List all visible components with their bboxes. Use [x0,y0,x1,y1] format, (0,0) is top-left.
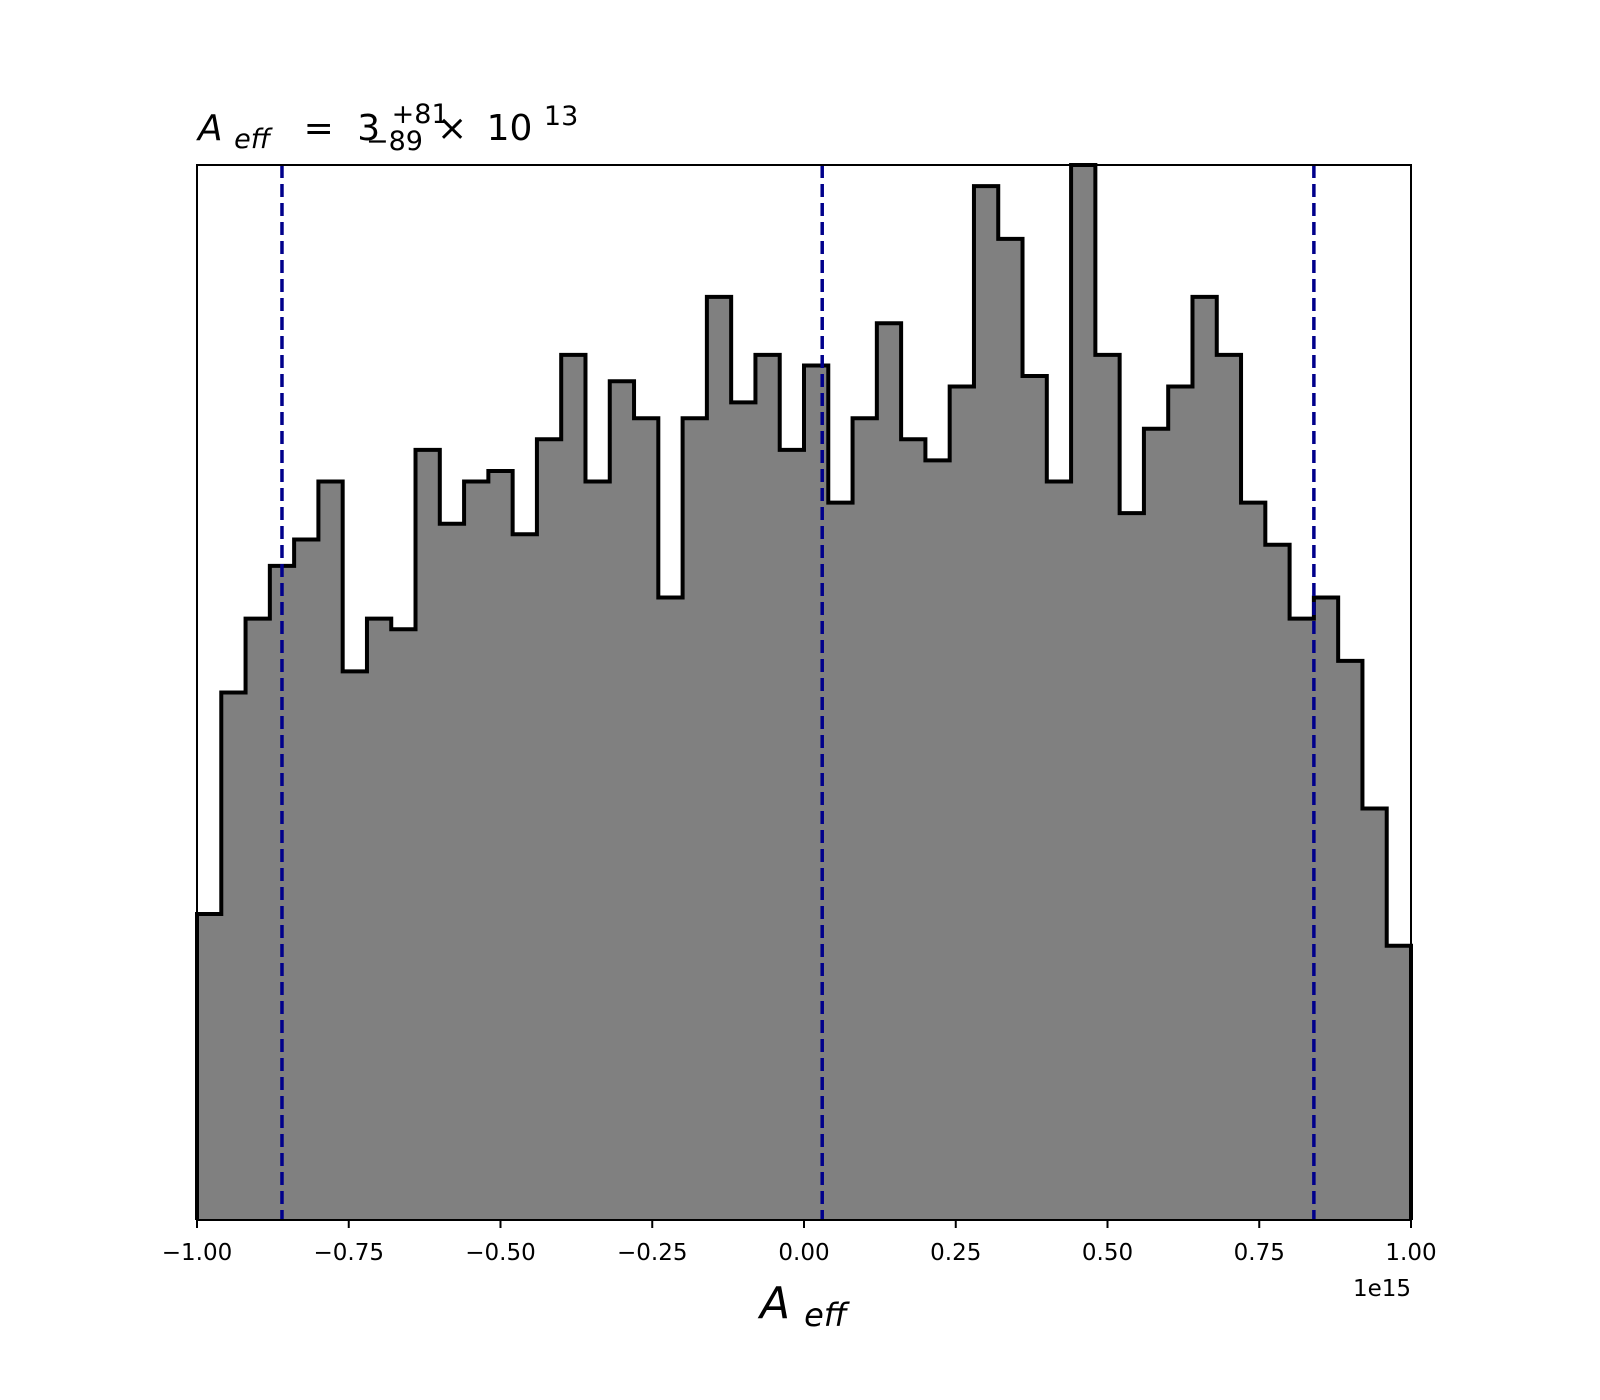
x-tick-label: 0.00 [778,1240,829,1266]
histogram-bar [1386,945,1412,1220]
histogram-bar [488,470,514,1220]
histogram-bar [1119,513,1145,1220]
histogram-bar [609,381,635,1220]
histogram-bar [852,418,878,1220]
histogram-bar [706,296,732,1221]
title-exponent: 13 [544,101,578,132]
histogram-bar [1168,386,1194,1220]
histogram-bar [876,323,902,1220]
histogram-bar [634,418,659,1220]
x-tick-label: −0.50 [465,1240,535,1266]
histogram-bar [998,238,1024,1221]
histogram-bar [828,502,854,1221]
x-tick-label: 1.00 [1385,1240,1436,1266]
histogram-bar [949,386,975,1220]
histogram-bar [1362,808,1388,1220]
x-tick-label: −1.00 [162,1240,232,1266]
histogram-bar [1071,165,1096,1220]
histogram-bar [197,914,222,1220]
histogram-bar [512,534,538,1220]
title-equals: = [304,108,334,149]
histogram-bar [1313,597,1339,1220]
histogram-bars [197,165,1412,1221]
histogram-bar [1046,481,1072,1220]
title-lower-error: −89 [366,126,423,157]
histogram-outline [195,163,1413,1220]
histogram-bar [439,523,465,1220]
histogram-bar [536,439,562,1220]
histogram-bar [779,449,805,1221]
histogram-bar [1241,502,1266,1221]
x-tick-label: 0.50 [1082,1240,1133,1266]
x-axis-ticks: −1.00 −0.75 −0.50 −0.25 0.00 0.25 0.50 0.75 1.00 [162,1220,1437,1266]
histogram-bar [415,449,441,1221]
histogram-bar [1143,428,1169,1220]
histogram-bar [682,418,708,1220]
histogram-bar [804,365,829,1220]
histogram-bar [318,481,344,1220]
histogram-bar [973,186,999,1221]
histogram-bar [585,481,611,1220]
x-axis-label: A eff [757,1278,851,1334]
title-exponent-part: × 10 13 [437,101,578,149]
title-upper-error: +81 [392,99,449,130]
title-variable: A [196,108,223,149]
x-tick-label: 0.25 [930,1240,981,1266]
x-tick-label: −0.75 [314,1240,384,1266]
title-value: 3 [357,108,380,149]
x-offset-label: 1e15 [1353,1276,1411,1302]
plot-area [195,163,1413,1221]
histogram-bar [221,692,247,1220]
x-axis-label-subscript: eff [804,1296,851,1334]
histogram-bar [294,539,319,1220]
histogram-bar [1216,354,1242,1220]
x-tick-label: 0.75 [1234,1240,1285,1266]
histogram-bar [755,354,781,1220]
histogram-bar [561,354,587,1220]
histogram-bar [901,439,926,1220]
title-times: × [437,108,467,149]
chart-title: A eff = 3 +81 [196,99,449,157]
histogram-bar [1338,660,1364,1220]
histogram-bar [925,460,951,1220]
histogram-bar [1192,296,1218,1221]
histogram-bar [1095,354,1121,1220]
histogram-bar [731,402,757,1221]
x-tick-label: −0.25 [617,1240,687,1266]
title-variable-subscript: eff [234,124,273,155]
histogram-bar [1265,544,1291,1220]
x-axis-label-main: A [757,1278,790,1329]
histogram-bar [342,671,368,1220]
histogram-bar [1022,376,1048,1220]
histogram-bar [1289,618,1315,1220]
histogram-bar [658,597,684,1220]
histogram-bar [245,618,271,1220]
histogram-bar [464,481,489,1220]
histogram-bar [391,629,417,1220]
histogram-bar [366,618,392,1220]
title-base: 10 [487,108,533,149]
